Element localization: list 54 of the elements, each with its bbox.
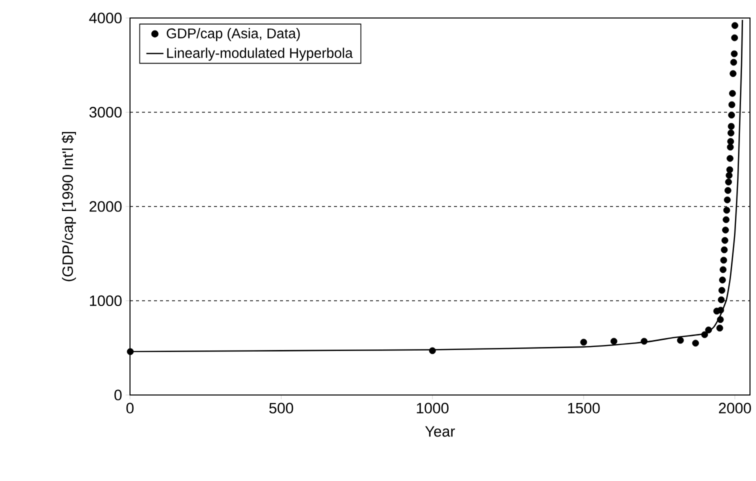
point	[721, 237, 728, 244]
point	[728, 122, 735, 130]
point	[722, 226, 729, 234]
point	[610, 338, 618, 345]
point	[677, 336, 684, 344]
point	[429, 347, 436, 354]
point	[719, 276, 726, 284]
point	[729, 90, 736, 97]
x-tick-label: 500	[269, 402, 294, 414]
point	[718, 286, 726, 294]
point	[724, 187, 732, 194]
point	[722, 216, 730, 224]
point	[730, 70, 736, 77]
point	[716, 324, 724, 332]
point	[720, 256, 728, 264]
x-tick-label: 1500	[568, 402, 600, 414]
x-tick-label: 2000	[718, 402, 751, 414]
legend-label: GDP/cap (Asia, Data)	[166, 28, 300, 42]
point	[728, 130, 734, 136]
point	[126, 348, 134, 356]
point	[724, 196, 731, 204]
y-axis-title: (GDP/cap [1990 Int'l $]	[62, 132, 76, 282]
point	[705, 326, 712, 334]
point	[730, 58, 738, 66]
point	[716, 316, 724, 323]
point	[730, 50, 738, 58]
point	[728, 112, 735, 118]
point	[728, 101, 736, 108]
point	[718, 296, 725, 304]
point	[727, 138, 734, 145]
point	[723, 206, 730, 214]
point	[731, 34, 738, 42]
point	[717, 306, 724, 314]
y-tick-label: 0	[114, 390, 122, 400]
x-tick-label: 0	[126, 402, 134, 414]
point	[580, 338, 588, 346]
point	[640, 338, 648, 345]
legend-label: Linearly-modulated Hyperbola	[167, 48, 353, 61]
point	[726, 172, 733, 179]
point	[701, 331, 708, 338]
x-axis-title: Year	[425, 426, 455, 437]
point	[726, 155, 734, 162]
y-tick-label: 4000	[89, 12, 122, 24]
y-tick-label: 3000	[89, 106, 122, 118]
point	[720, 246, 728, 254]
point	[692, 340, 699, 347]
point	[720, 266, 726, 274]
point	[726, 166, 734, 174]
y-tick-label: 1000	[90, 295, 122, 306]
point	[731, 22, 738, 29]
x-tick-label: 1000	[416, 402, 449, 414]
point	[726, 144, 734, 151]
point	[725, 178, 732, 186]
y-tick-label: 2000	[90, 201, 122, 212]
